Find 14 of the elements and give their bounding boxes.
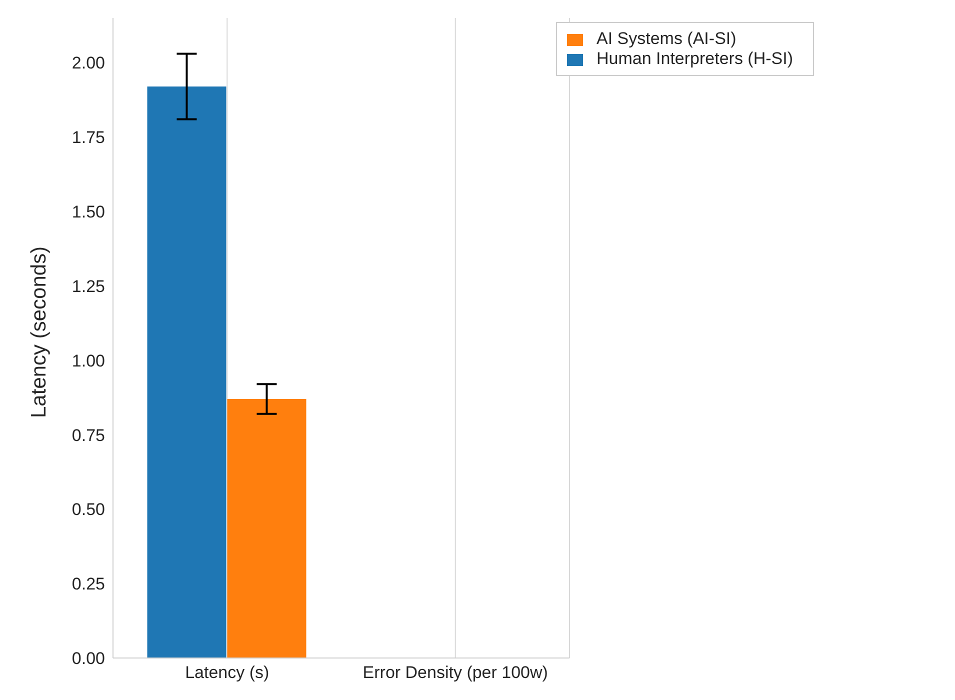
y-tick-label: 0.25 xyxy=(72,574,105,594)
legend-label: AI Systems (AI-SI) xyxy=(596,29,736,48)
y-tick-label: 0.00 xyxy=(72,649,105,668)
y-axis-title: Latency (seconds) xyxy=(27,246,50,418)
y-tick-label: 1.50 xyxy=(72,202,105,222)
y-tick-label: 1.25 xyxy=(72,276,105,296)
y-tick-label: 0.50 xyxy=(72,500,105,520)
legend-label: Human Interpreters (H-SI) xyxy=(596,49,793,68)
y-tick-label: 1.75 xyxy=(72,128,105,148)
x-tick-label: Latency (s) xyxy=(185,663,270,682)
x-tick-label: Error Density (per 100w) xyxy=(362,663,548,682)
y-tick-label: 2.00 xyxy=(72,54,105,73)
y-tick-label: 1.00 xyxy=(72,351,105,370)
y-tick-label: 0.75 xyxy=(72,426,105,445)
